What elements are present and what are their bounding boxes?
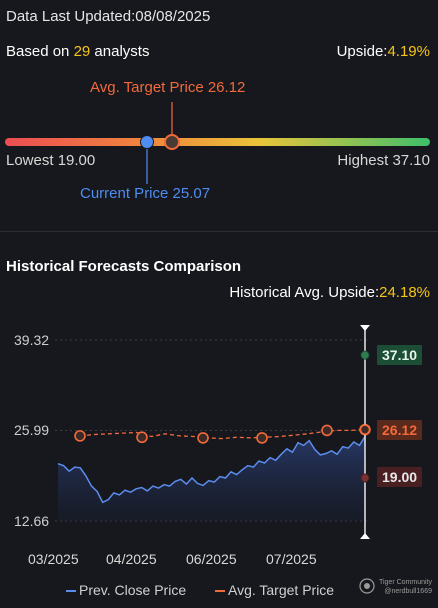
analyst-count: 29 bbox=[73, 43, 91, 60]
avg-target-line bbox=[79, 428, 366, 440]
forecast-high-dot bbox=[360, 350, 370, 360]
current-price-label: Current Price 25.07 bbox=[80, 185, 211, 202]
highest-label: Highest 37.10 bbox=[337, 152, 430, 169]
forecast-avg-dot bbox=[359, 424, 371, 435]
legend-item-prev-close[interactable]: Prev. Close Price bbox=[66, 582, 186, 598]
watermark: Tiger Community @nerdbull1669 bbox=[359, 578, 432, 596]
forecast-high-tag: 37.10 bbox=[377, 345, 423, 365]
historical-upside-label: Historical Avg. Upside: bbox=[229, 284, 380, 301]
price-area bbox=[58, 436, 365, 521]
watermark-brand: Tiger Community bbox=[378, 579, 432, 586]
target-marker bbox=[256, 432, 268, 444]
based-suffix: analysts bbox=[90, 43, 150, 60]
historical-forecast-chart bbox=[55, 325, 371, 539]
forecast-low-dot bbox=[360, 473, 370, 483]
target-marker bbox=[321, 424, 333, 437]
legend-line-icon bbox=[66, 590, 76, 593]
lowest-label: Lowest 19.00 bbox=[6, 152, 96, 169]
x-tick-label: 03/2025 bbox=[28, 551, 79, 567]
y-tick-label: 39.32 bbox=[14, 332, 50, 348]
tiger-logo-icon bbox=[359, 578, 375, 594]
avg-target-label: Avg. Target Price 26.12 bbox=[90, 79, 246, 96]
y-tick-label: 12.66 bbox=[14, 513, 50, 529]
prev-close-line bbox=[57, 436, 366, 504]
legend-item-avg-target[interactable]: Avg. Target Price bbox=[215, 582, 334, 598]
target-marker bbox=[197, 432, 209, 444]
x-tick-label: 04/2025 bbox=[106, 551, 157, 567]
target-price-marker bbox=[164, 134, 180, 150]
upside-text: Upside:4.19% bbox=[337, 43, 430, 60]
forecast-axis-bottom-arrow bbox=[360, 533, 370, 539]
y-tick-label: 25.99 bbox=[14, 422, 50, 438]
analyst-count-text: Based on 29 analysts bbox=[6, 43, 149, 60]
gauge-bar bbox=[5, 138, 430, 146]
current-price-marker bbox=[140, 135, 154, 149]
x-tick-label: 07/2025 bbox=[266, 551, 317, 567]
historical-upside-text: Historical Avg. Upside:24.18% bbox=[229, 284, 430, 301]
historical-upside-value: 24.18% bbox=[379, 284, 430, 301]
price-range-gauge bbox=[5, 102, 430, 184]
updated-label: Data Last Updated: bbox=[6, 8, 136, 25]
legend-label: Avg. Target Price bbox=[228, 582, 335, 598]
target-marker bbox=[74, 430, 86, 442]
x-tick-label: 06/2025 bbox=[186, 551, 237, 567]
target-marker bbox=[136, 431, 148, 444]
forecast-avg-tag: 26.12 bbox=[377, 420, 423, 440]
forecast-axis-top-arrow bbox=[360, 325, 370, 331]
legend-line-icon bbox=[215, 590, 225, 593]
watermark-user: @nerdbull1669 bbox=[384, 588, 432, 596]
based-prefix: Based on bbox=[6, 43, 74, 60]
historical-title: Historical Forecasts Comparison bbox=[6, 258, 242, 275]
forecast-low-tag: 19.00 bbox=[377, 467, 423, 487]
updated-date: 08/08/2025 bbox=[135, 8, 211, 25]
upside-label: Upside: bbox=[336, 43, 388, 60]
legend-label: Prev. Close Price bbox=[79, 582, 187, 598]
data-updated-text: Data Last Updated:08/08/2025 bbox=[6, 8, 210, 25]
upside-value: 4.19% bbox=[387, 43, 430, 60]
section-divider bbox=[0, 231, 438, 232]
